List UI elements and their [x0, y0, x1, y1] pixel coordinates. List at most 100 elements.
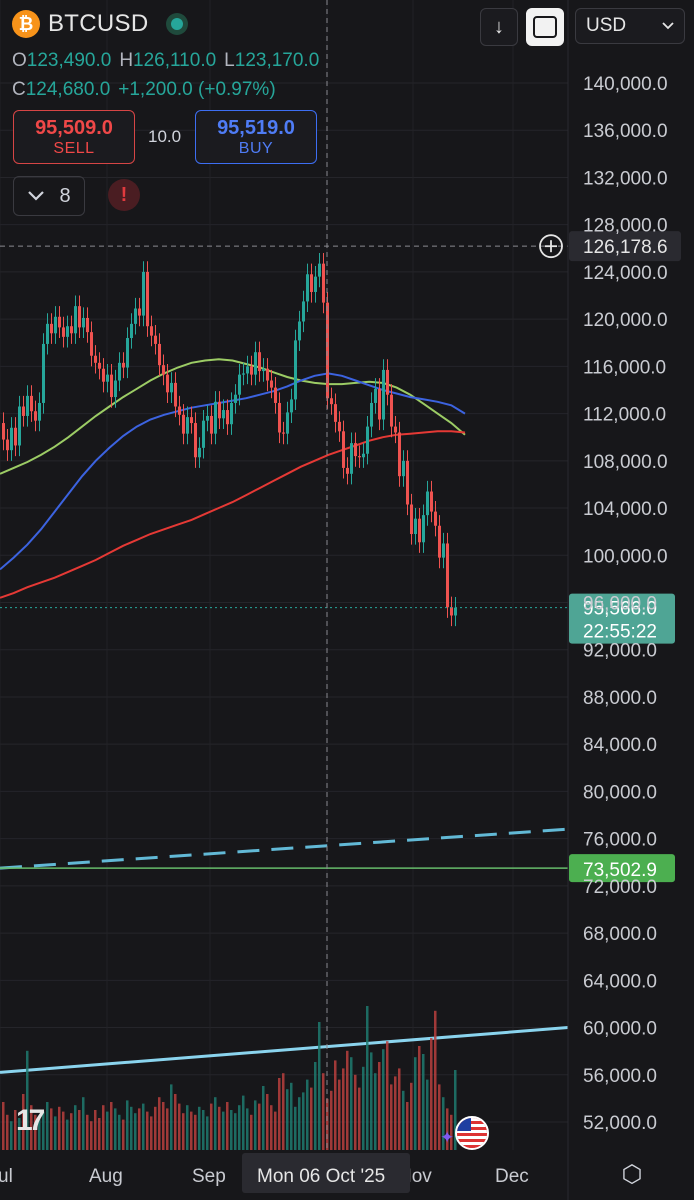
- last-price-label-bg: [569, 593, 675, 644]
- crosshair-date-label: Mon 06 Oct '25: [257, 1166, 385, 1187]
- candle-body: [46, 323, 49, 344]
- candle-body: [10, 427, 13, 451]
- chevron-down-icon: [662, 22, 674, 30]
- download-button[interactable]: ↓: [480, 8, 518, 46]
- ohlc-row-1: O123,490.0 H126,110.0 L123,170.0: [12, 50, 327, 72]
- last-price-line-group: 95,566.022:55:22: [0, 593, 675, 644]
- horizontal-line-label: 73,502.9: [583, 860, 657, 881]
- price-tick-label: 132,000.0: [583, 168, 668, 189]
- rotate-screen-icon: [533, 16, 557, 38]
- candle-body: [26, 395, 29, 416]
- volume-bar: [162, 1102, 165, 1150]
- candle-body: [394, 426, 397, 433]
- candle-body: [406, 460, 409, 505]
- volume-bar: [150, 1116, 153, 1150]
- candle-body: [110, 374, 113, 398]
- exclamation-icon[interactable]: !: [108, 179, 140, 211]
- ohlc-row-2: C124,680.0 +1,200.0 (+0.97%): [12, 79, 284, 101]
- volume-bar: [258, 1103, 261, 1150]
- add-alert-icon: [539, 234, 563, 259]
- close-value: 124,680.0: [25, 79, 111, 100]
- price-tick-label: 112,000.0: [583, 405, 666, 426]
- candle-body: [130, 323, 133, 339]
- buy-button[interactable]: 95,519.0 BUY: [195, 110, 317, 164]
- candle-body: [214, 401, 217, 434]
- candle-body: [378, 388, 381, 420]
- rotate-screen-button[interactable]: [526, 8, 564, 46]
- sell-label: SELL: [53, 139, 95, 157]
- volume-bar: [82, 1097, 85, 1150]
- price-tick-label: 76,000.0: [583, 830, 657, 851]
- candle-body: [438, 525, 441, 558]
- price-tick-label: 140,000.0: [583, 74, 668, 95]
- candle-body: [354, 443, 357, 457]
- candle-body: [238, 374, 241, 395]
- volume-bar: [238, 1105, 241, 1150]
- volume-bar: [346, 1050, 349, 1150]
- candle-body: [6, 439, 9, 451]
- symbol-header[interactable]: ₿ BTCUSD: [12, 10, 189, 38]
- volume-bar: [390, 1084, 393, 1150]
- candle-body: [430, 491, 433, 512]
- volume-bar: [434, 1010, 437, 1150]
- volume-bar: [74, 1105, 77, 1150]
- moving-averages: [0, 358, 466, 599]
- candle-body: [374, 388, 377, 403]
- candle-body: [362, 453, 365, 458]
- settings-icon[interactable]: ⬡: [621, 1160, 643, 1188]
- time-tick-label: Dec: [495, 1166, 529, 1187]
- volume-bar: [430, 1038, 433, 1150]
- volume-bar: [90, 1121, 93, 1150]
- trendlines: [0, 827, 569, 1074]
- volume-bar: [26, 1050, 29, 1150]
- sell-button[interactable]: 95,509.0 SELL: [13, 110, 135, 164]
- currency-select[interactable]: USD: [575, 8, 685, 44]
- crosshair-price-bg: [569, 231, 681, 262]
- candle-body: [198, 447, 201, 458]
- candle-body: [242, 373, 245, 375]
- volume-bar: [166, 1108, 169, 1150]
- candle-body: [70, 326, 73, 334]
- volume-bar: [122, 1119, 125, 1150]
- price-tick-label: 88,000.0: [583, 688, 657, 709]
- candle-body: [54, 316, 57, 334]
- volume-bar: [54, 1116, 57, 1150]
- volume-bar: [22, 1094, 25, 1150]
- indicators-toggle[interactable]: 8: [13, 176, 85, 216]
- volume-bar: [262, 1086, 265, 1150]
- us-flag-icon[interactable]: [455, 1116, 489, 1150]
- volume-bar: [326, 1098, 329, 1150]
- candle-body: [246, 366, 249, 374]
- candle-body: [302, 301, 305, 322]
- volume-bar: [174, 1094, 177, 1150]
- volume-bar: [310, 1087, 313, 1150]
- price-tick-label: 136,000.0: [583, 121, 668, 142]
- price-tick-label: 72,000.0: [583, 877, 657, 898]
- candle-body: [106, 374, 109, 382]
- candle-body: [14, 427, 17, 446]
- crosshair-date-bg: [242, 1153, 410, 1193]
- volume-bar: [290, 1082, 293, 1150]
- candle-body: [166, 374, 169, 393]
- candle-body: [66, 326, 69, 337]
- candle-body: [154, 335, 157, 344]
- candle-body: [38, 402, 41, 421]
- candle-body: [322, 263, 325, 303]
- candle-body: [282, 432, 285, 434]
- candle-body: [410, 504, 413, 535]
- price-tick-label: 56,000.0: [583, 1066, 657, 1087]
- candle-body: [346, 467, 349, 474]
- last-price-label: 95,566.0: [583, 599, 657, 620]
- volume-bar: [254, 1100, 257, 1150]
- symbol-name[interactable]: BTCUSD: [48, 10, 149, 37]
- volume-bar: [306, 1079, 309, 1150]
- candle-body: [218, 401, 221, 419]
- countdown-label: 22:55:22: [583, 622, 657, 643]
- candle-body: [30, 395, 33, 412]
- chart-grid: [0, 0, 568, 1150]
- candle-body: [382, 369, 385, 420]
- price-tick-label: 128,000.0: [583, 216, 668, 237]
- volume-bar: [158, 1097, 161, 1150]
- volume-bar: [102, 1105, 105, 1150]
